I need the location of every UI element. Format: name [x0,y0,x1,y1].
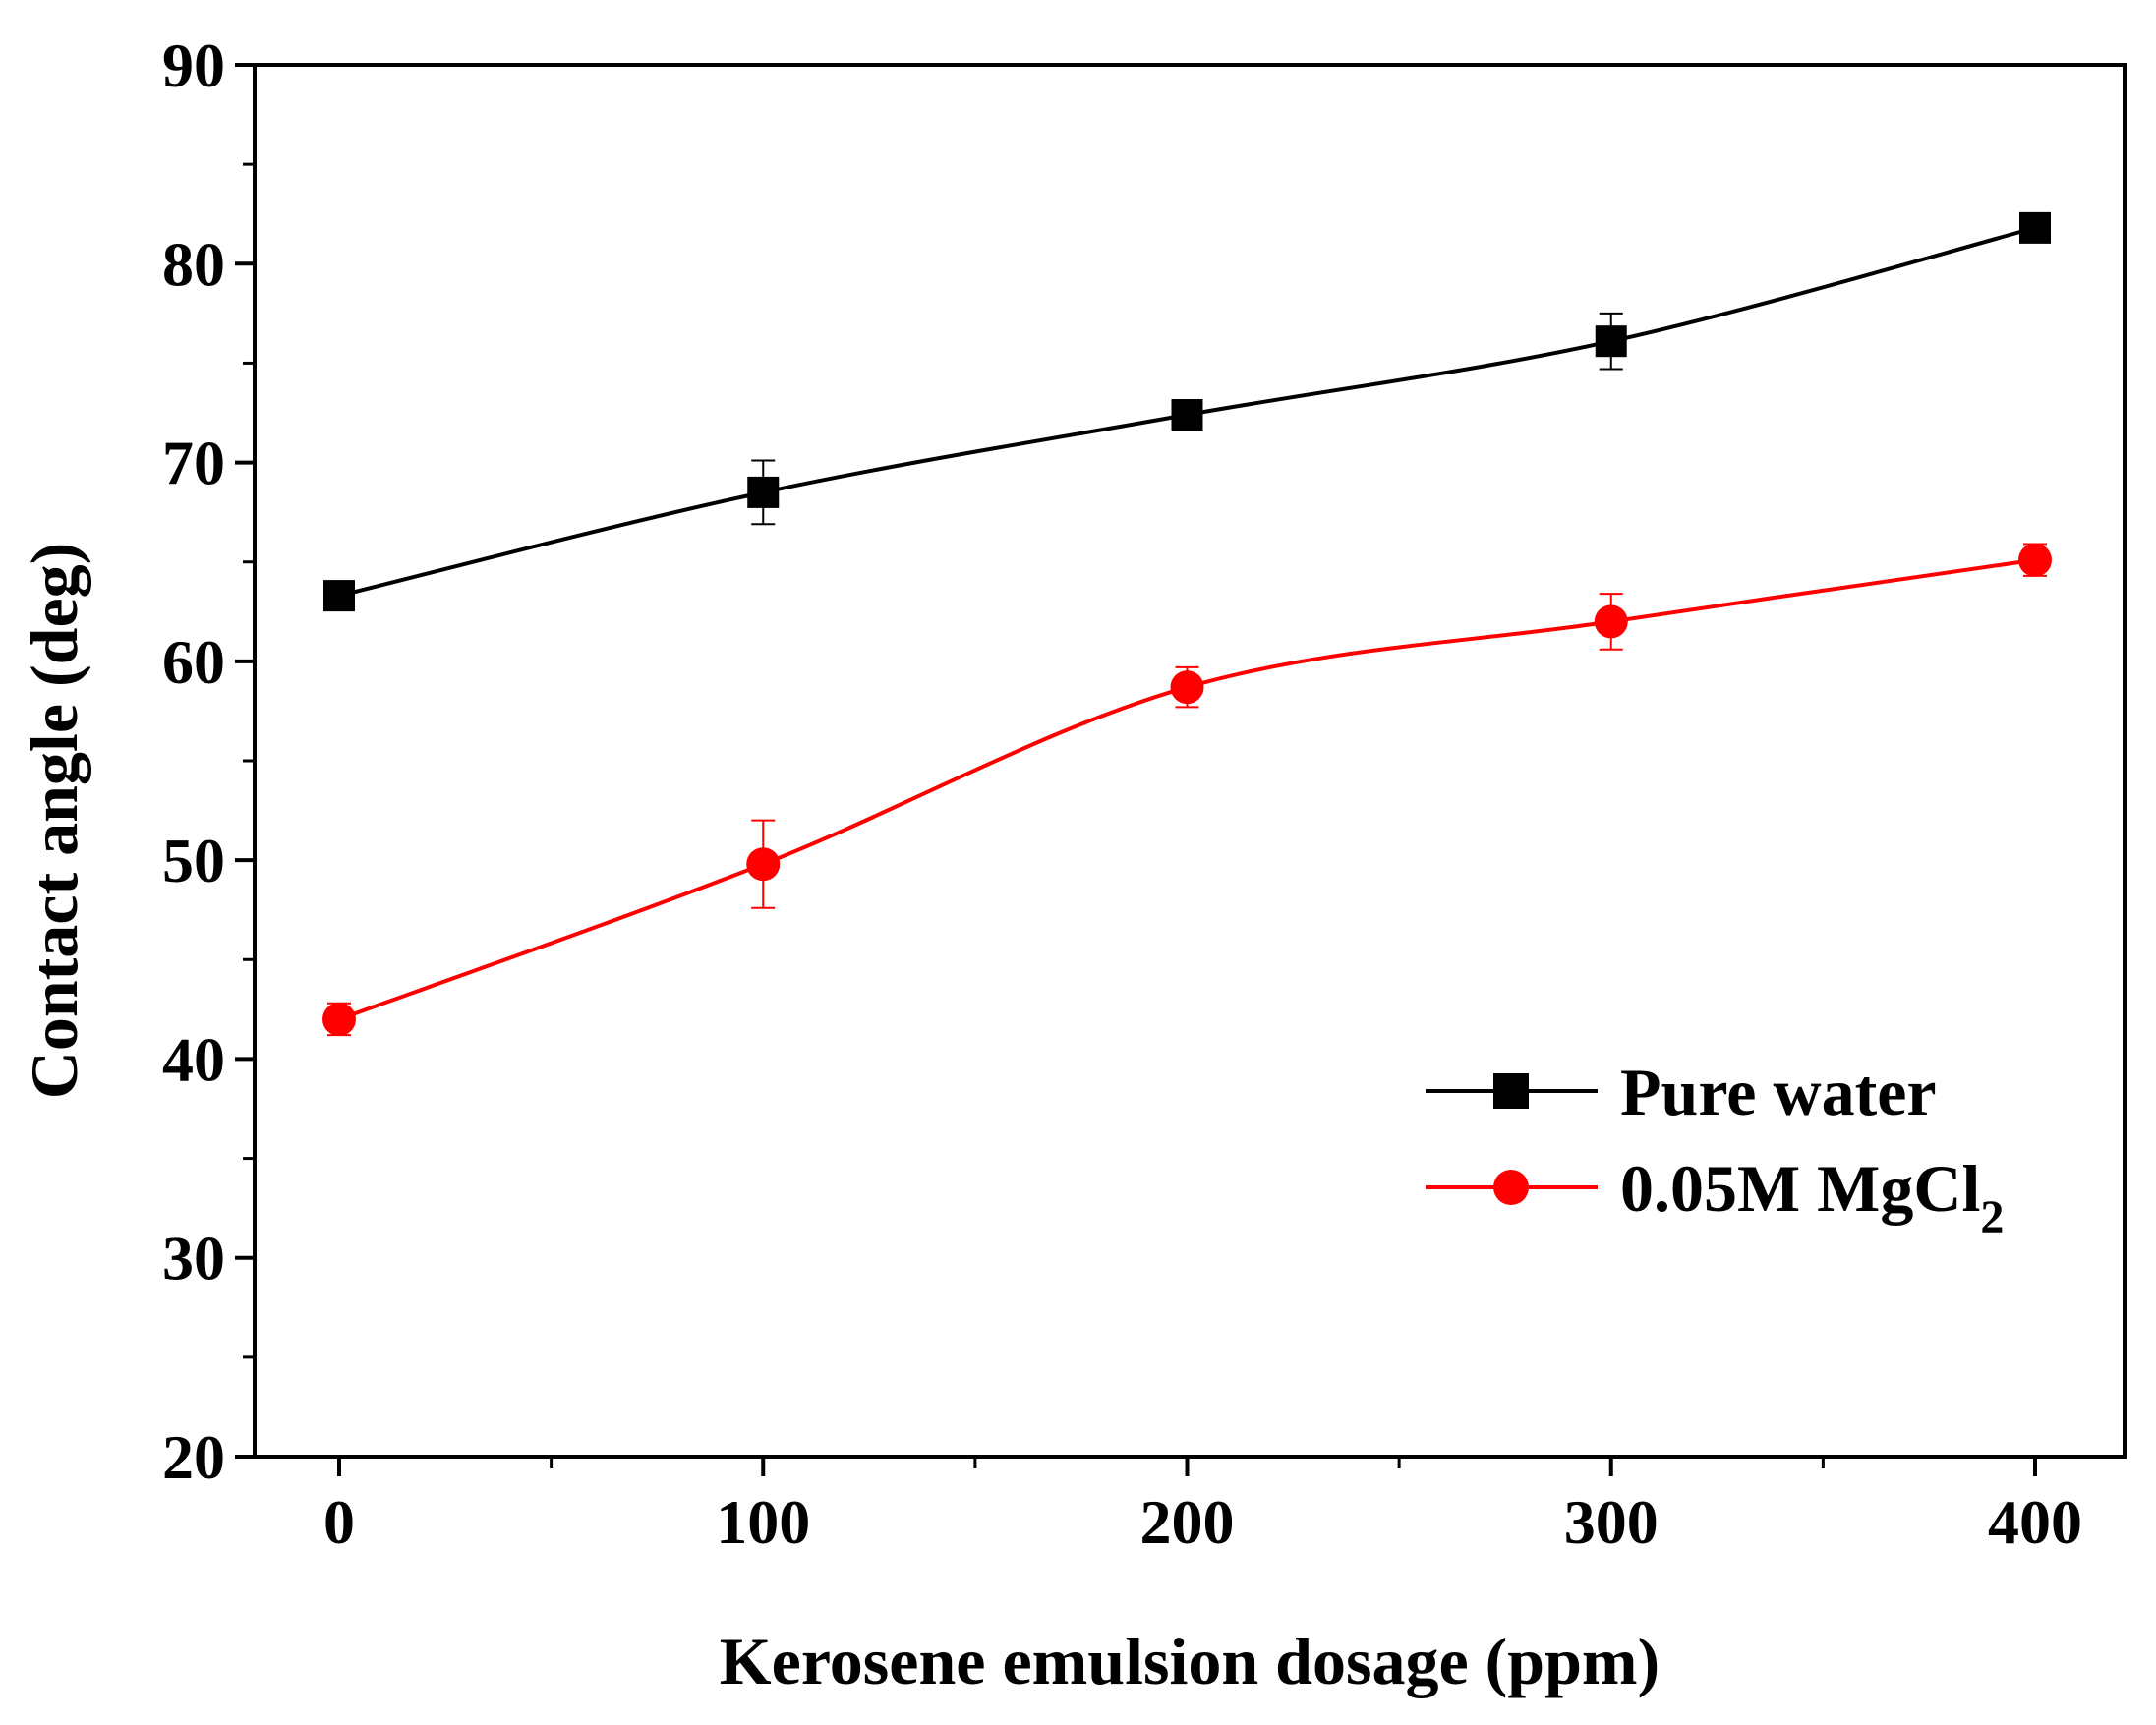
y-tick-label: 70 [162,429,225,498]
data-point-circle [1594,604,1628,639]
data-series [322,211,2052,1037]
legend-label-mgcl2: 0.05M MgCl2 [1620,1151,2004,1243]
y-tick-label: 80 [162,229,225,299]
data-point-square [1171,399,1203,431]
x-axis-title: Kerosene emulsion dosage (ppm) [720,1624,1660,1698]
x-tick-label: 400 [1988,1487,2082,1557]
plot-frame [253,63,2127,1459]
data-point-square [323,580,355,612]
data-point-circle [322,1002,356,1036]
y-tick-label: 50 [162,826,225,895]
data-point-square [747,476,780,508]
x-tick-label: 0 [323,1487,355,1557]
x-tick-label: 100 [716,1487,810,1557]
axis-ticks [235,63,2037,1476]
y-tick-label: 20 [162,1422,225,1492]
data-point-circle [1170,670,1204,705]
y-tick-label: 60 [162,627,225,697]
axis-tick-labels: 20 30 40 50 60 70 80 90 0 100 200 300 400 [162,30,2082,1557]
x-tick-label: 200 [1140,1487,1235,1557]
legend-label-mgcl2-subscript: 2 [1980,1191,2004,1243]
data-point-square [1595,325,1627,358]
data-point-circle [2018,543,2052,577]
data-point-circle [746,847,781,882]
x-tick-label: 300 [1564,1487,1659,1557]
legend: Pure water 0.05M MgCl2 [1426,1055,2004,1243]
y-tick-label: 30 [162,1224,225,1294]
series-line-mgcl2 [338,557,2036,1021]
legend-label-mgcl2-main: 0.05M MgCl [1620,1151,1980,1226]
y-axis-title: Contact angle (deg) [17,543,91,1100]
series-mgcl2 [322,543,2052,1037]
legend-marker-circle [1493,1170,1529,1205]
legend-marker-square [1493,1073,1529,1109]
y-tick-label: 90 [162,30,225,100]
series-pure-water [323,211,2051,612]
legend-label-pure-water: Pure water [1620,1055,1937,1129]
data-point-square [2019,211,2051,244]
y-tick-label: 40 [162,1024,225,1094]
